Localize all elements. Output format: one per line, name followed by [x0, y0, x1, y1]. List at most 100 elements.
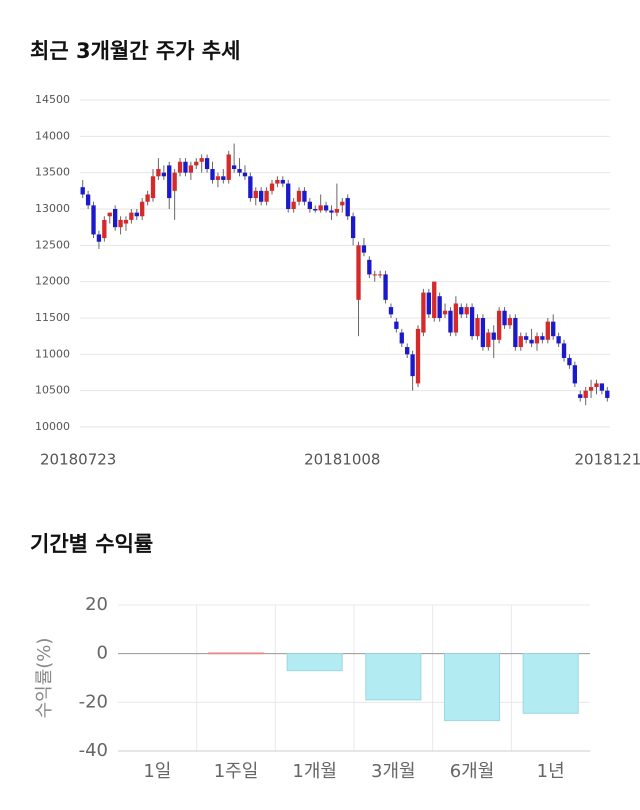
candle-body	[318, 205, 323, 211]
candle-body	[486, 332, 491, 348]
candle-body	[599, 383, 605, 391]
candle-body	[286, 183, 291, 209]
candle-body	[296, 190, 302, 202]
candle-body	[442, 310, 448, 315]
candle-body	[377, 274, 383, 276]
candle-body	[534, 336, 540, 344]
y-axis-label: 수익률(%)	[34, 638, 55, 719]
candle-body	[529, 339, 534, 344]
y-tick-label: 13500	[35, 166, 70, 179]
candle-body	[199, 158, 204, 162]
candle-body	[572, 365, 578, 384]
candle-body	[421, 292, 426, 333]
candle-body	[102, 219, 107, 239]
bar	[286, 653, 343, 672]
candle-body	[448, 310, 453, 333]
candle-body	[410, 354, 415, 377]
x-tick-label: 6개월	[450, 761, 495, 782]
candle-body	[340, 201, 345, 206]
candle-body	[513, 318, 518, 348]
candle-body	[356, 245, 361, 300]
candle-body	[161, 172, 166, 177]
x-tick-label: 20181008	[304, 451, 380, 469]
candle-body	[237, 169, 242, 173]
candle-body	[291, 201, 296, 209]
candle-body	[415, 328, 421, 384]
candle-body	[394, 321, 399, 329]
candle-body	[264, 190, 269, 202]
x-tick-label: 20181218	[575, 451, 640, 469]
candle-body	[556, 336, 561, 344]
candle-body	[215, 176, 221, 180]
candle-body	[307, 201, 313, 209]
y-tick-label: -40	[79, 740, 108, 761]
candle-body	[361, 245, 367, 253]
candle-body	[507, 318, 513, 326]
y-tick-label: 11500	[35, 311, 70, 324]
candle-body	[426, 292, 431, 315]
candle-body	[172, 172, 177, 191]
chart-title: 최근 3개월간 주가 추세	[30, 39, 240, 63]
candle-body	[231, 165, 237, 170]
candle-body	[329, 210, 334, 213]
y-tick-label: 13000	[35, 202, 70, 215]
candle-body	[388, 307, 394, 315]
candle-body	[399, 332, 404, 344]
candle-body	[469, 307, 475, 337]
bar	[443, 653, 501, 722]
candle-body	[80, 187, 85, 195]
candle-body	[588, 387, 594, 391]
candle-body	[594, 383, 599, 388]
candle-body	[524, 336, 529, 340]
candle-body	[145, 194, 150, 202]
candle-body	[280, 179, 285, 184]
candle-body	[459, 307, 464, 315]
x-tick-label: 3개월	[371, 761, 416, 782]
candle-body	[253, 190, 258, 199]
candle-body	[107, 212, 112, 217]
candle-body	[496, 310, 502, 340]
candle-body	[567, 357, 572, 366]
x-tick-label: 1일	[143, 761, 171, 782]
candle-body	[123, 219, 129, 224]
y-tick-label: 14000	[35, 129, 70, 142]
candle-body	[475, 318, 480, 337]
candle-body	[464, 307, 469, 315]
candle-body	[112, 209, 118, 228]
candle-body	[453, 303, 459, 333]
candle-body	[437, 296, 442, 318]
candle-body	[269, 183, 275, 191]
bar	[207, 652, 265, 655]
candle-body	[85, 194, 91, 206]
y-tick-label: 12500	[35, 238, 70, 251]
candle-body	[545, 321, 550, 340]
candle-body	[432, 281, 437, 318]
candle-body	[96, 234, 102, 242]
y-tick-label: 0	[97, 643, 108, 664]
candle-body	[350, 216, 356, 239]
candle-body	[129, 212, 134, 220]
bar	[365, 653, 422, 701]
candle-body	[383, 274, 388, 300]
candle-body	[405, 347, 410, 355]
candle-body	[583, 390, 588, 398]
x-tick-label: 1주일	[214, 761, 259, 782]
candle-body	[156, 169, 161, 177]
candle-body	[561, 343, 567, 358]
candle-body	[210, 169, 215, 180]
candle-body	[323, 205, 329, 211]
candle-body	[248, 176, 253, 199]
candle-body	[242, 172, 248, 177]
candle-body	[491, 332, 496, 340]
candle-body	[313, 209, 318, 211]
y-tick-label: -20	[79, 691, 108, 712]
x-tick-label: 1개월	[292, 761, 337, 782]
candle-body	[578, 394, 583, 398]
y-tick-label: 10500	[35, 384, 70, 397]
candle-body	[334, 209, 340, 213]
candle-body	[194, 161, 199, 166]
y-tick-label: 12000	[35, 275, 70, 288]
candle-body	[91, 205, 96, 235]
candle-body	[167, 165, 172, 199]
